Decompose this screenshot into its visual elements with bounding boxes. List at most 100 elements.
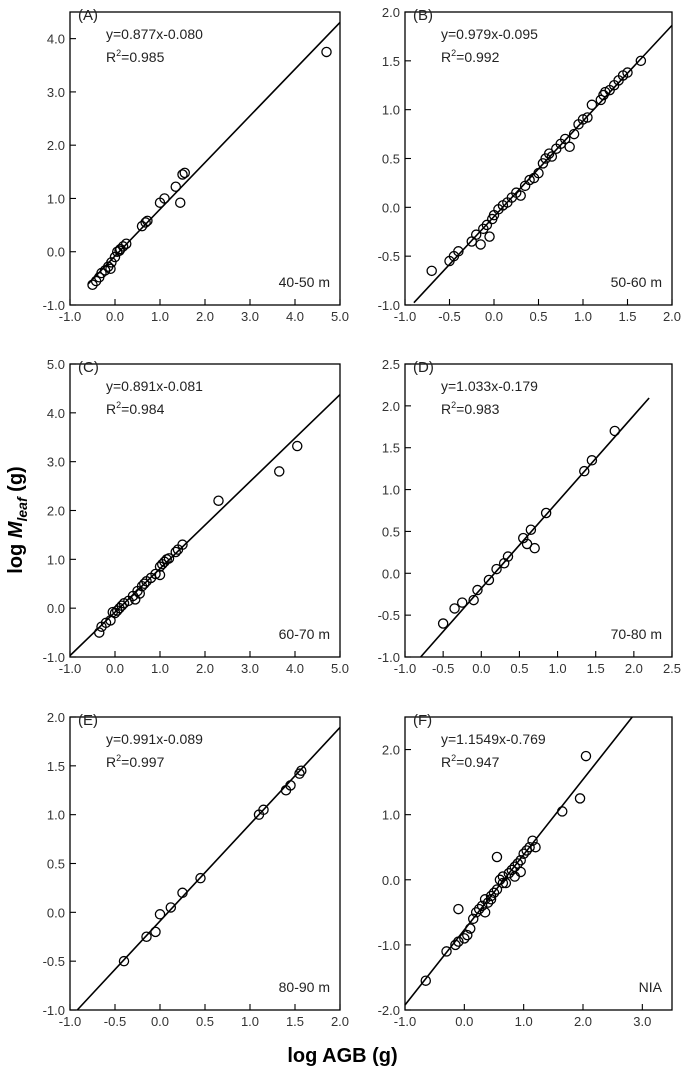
panel-c-x-tick-label: 5.0 <box>331 661 349 676</box>
panel-a-y-tick-label: 1.0 <box>47 191 65 206</box>
panel-f-data-point <box>580 750 592 762</box>
panel-d-data-point <box>579 465 590 477</box>
panel-b-data-point <box>481 219 493 231</box>
panel-b-r-squared: R2=0.992 <box>441 48 500 65</box>
panel-f-x-tick-label: 2.0 <box>574 1014 592 1029</box>
panel-e-y-tick-label: 2.0 <box>47 710 65 725</box>
panel-a-data-point <box>177 169 188 180</box>
panel-c-fit-line <box>69 393 341 657</box>
panel-e-y-tick-label: 0.0 <box>47 905 65 920</box>
panel-f-fit-line <box>404 716 633 1006</box>
panel-c-x-tick-label: 0.0 <box>106 661 124 676</box>
panel-b-data-point <box>622 67 633 78</box>
panel-c-y-tick-label: 1.0 <box>47 552 65 567</box>
panel-b-data-point <box>475 239 486 250</box>
panel-d-y-tick-label: 2.5 <box>382 357 400 372</box>
panel-b-y-tick-label: 0.5 <box>382 152 400 167</box>
panel-f-data-point <box>556 806 568 817</box>
panel-b-y-tick-label: 1.5 <box>382 54 400 69</box>
panel-f-data-point <box>521 845 532 856</box>
panel-d-y-tick-label: 1.0 <box>382 483 400 498</box>
panel-e-y-tick-label: -1.0 <box>43 1003 65 1018</box>
panel-a-x-tick-label: 5.0 <box>331 309 349 324</box>
panel-f-x-tick-label: 1.0 <box>515 1014 533 1029</box>
panel-d-data-point <box>456 597 468 608</box>
panel-f-data-point <box>574 793 586 804</box>
panel-e-data-point <box>141 931 152 943</box>
panel-d-r-squared: R2=0.983 <box>441 400 500 417</box>
panel-b-y-tick-label: 1.0 <box>382 103 400 118</box>
panel-c-x-tick-label: 1.0 <box>151 661 169 676</box>
panel-e-x-tick-label: 0.5 <box>196 1014 214 1029</box>
panel-a-data-point <box>170 181 181 192</box>
panel-c-x-tick-label: 2.0 <box>196 661 214 676</box>
panel-f-data-point <box>494 874 506 886</box>
panel-c-data-point <box>213 495 224 506</box>
panel-a-y-tick-label: 3.0 <box>47 85 65 100</box>
panel-c-data-point <box>177 539 188 550</box>
panel-a-x-tick-label: 0.0 <box>106 309 124 324</box>
panel-d-data-point <box>586 455 598 466</box>
panel-e-data-point <box>177 887 188 899</box>
panel-a-x-tick-label: 3.0 <box>241 309 259 324</box>
panel-a-data-point <box>96 267 107 279</box>
panel-a-data-point <box>121 238 132 249</box>
panel-b-equation: y=0.979x-0.095 <box>441 26 538 42</box>
panel-c-x-tick-label: -1.0 <box>59 661 81 676</box>
panel-d-x-tick-label: 2.5 <box>663 661 681 676</box>
panel-c-data-point <box>150 568 161 580</box>
panel-d-x-tick-label: 0.5 <box>510 661 528 676</box>
panel-b-data-point <box>484 231 495 242</box>
panel-a-data-point <box>114 245 125 256</box>
panel-a-data-point <box>159 193 170 204</box>
panel-f-data-point <box>441 946 452 957</box>
panel-f-data-point <box>491 851 503 863</box>
panel-d-data-point <box>437 618 449 629</box>
panel-a-data-point <box>142 215 153 227</box>
panel-f-range-label: NIA <box>639 979 663 995</box>
panel-d-y-tick-label: 1.5 <box>382 441 400 456</box>
panel-d-x-tick-label: -0.5 <box>432 661 454 676</box>
panel-b-y-tick-label: 2.0 <box>382 5 400 20</box>
panel-a-y-tick-label: 0.0 <box>47 245 65 260</box>
panel-d-frame <box>404 363 673 658</box>
panel-e-x-tick-label: 2.0 <box>331 1014 349 1029</box>
panel-b-data-point <box>543 148 555 159</box>
panel-f-data-point <box>467 913 479 925</box>
panel-f-data-point <box>465 923 476 934</box>
panel-b-data-point <box>533 167 544 179</box>
panel-c-y-tick-label: 2.0 <box>47 504 65 519</box>
panel-b-x-tick-label: 0.5 <box>529 309 547 324</box>
panel-c-x-tick-label: 4.0 <box>286 661 304 676</box>
panel-a-x-tick-label: 4.0 <box>286 309 304 324</box>
panel-e-r-squared: R2=0.997 <box>106 753 165 770</box>
panel-f-y-tick-label: -2.0 <box>378 1003 400 1018</box>
panel-c-y-tick-label: 0.0 <box>47 601 65 616</box>
panel-b-data-point <box>586 99 598 111</box>
panel-e-letter: (E) <box>78 712 98 729</box>
panel-f-data-point <box>482 897 494 908</box>
panel-d-range-label: 70-80 m <box>611 626 662 642</box>
panel-e-y-tick-label: 0.5 <box>47 857 65 872</box>
panel-d-letter: (D) <box>413 359 434 376</box>
panel-f-y-tick-label: -1.0 <box>378 938 400 953</box>
panel-a-data-point <box>115 243 126 255</box>
panel-e-y-tick-label: 1.0 <box>47 808 65 823</box>
panel-b-data-point <box>426 265 437 277</box>
panel-c-r-squared: R2=0.984 <box>106 400 165 417</box>
panel-b-data-point <box>582 112 593 123</box>
panel-a-data-point <box>174 197 186 208</box>
panel-f-x-tick-label: 0.0 <box>455 1014 473 1029</box>
panel-b-x-tick-label: 0.0 <box>485 309 503 324</box>
panel-f-data-point <box>488 887 500 899</box>
panel-a-data-point <box>105 263 116 275</box>
panel-c-data-point <box>94 627 105 638</box>
panel-f-data-point <box>473 903 485 915</box>
panel-a-y-tick-label: 2.0 <box>47 138 65 153</box>
panel-b-data-point <box>515 190 526 201</box>
panel-f-data-point <box>476 900 488 912</box>
panel-a-x-tick-label: 1.0 <box>151 309 169 324</box>
panel-d-x-tick-label: 0.0 <box>472 661 490 676</box>
panel-e-x-tick-label: 1.0 <box>241 1014 259 1029</box>
panel-f-data-point <box>462 929 473 941</box>
